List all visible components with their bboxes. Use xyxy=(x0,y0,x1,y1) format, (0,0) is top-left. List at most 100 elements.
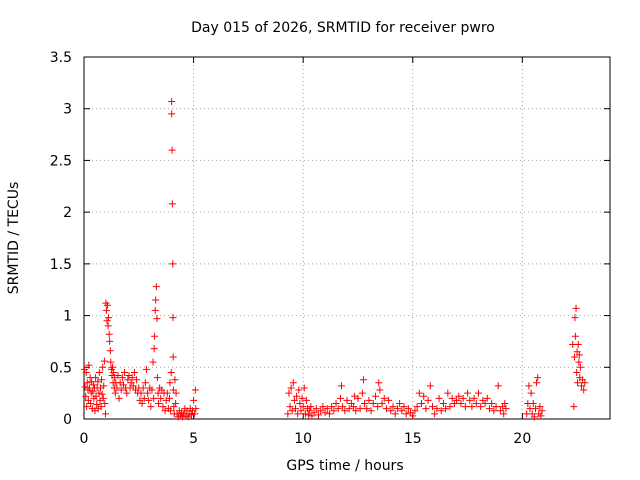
data-point xyxy=(191,410,199,418)
data-point xyxy=(286,403,294,411)
data-point xyxy=(461,403,469,411)
data-point xyxy=(470,394,478,402)
data-point xyxy=(496,407,504,415)
data-point xyxy=(128,374,136,382)
data-point xyxy=(99,363,107,371)
data-point xyxy=(121,368,129,376)
y-tick-label: 0.5 xyxy=(50,360,72,376)
data-point xyxy=(297,407,305,415)
y-tick-label: 0 xyxy=(63,412,72,428)
data-point xyxy=(167,407,175,415)
data-point xyxy=(459,394,467,402)
data-point xyxy=(130,368,138,376)
data-point xyxy=(94,378,102,386)
data-point xyxy=(190,396,198,404)
data-point xyxy=(374,403,382,411)
x-tick-label: 0 xyxy=(80,431,89,447)
data-point xyxy=(481,399,489,407)
data-point xyxy=(323,405,331,413)
data-point xyxy=(108,363,116,371)
data-point xyxy=(124,376,132,384)
data-point xyxy=(573,368,581,376)
data-point xyxy=(87,399,95,407)
data-point xyxy=(448,394,456,402)
data-point xyxy=(330,407,338,415)
data-point xyxy=(289,379,297,387)
data-point xyxy=(133,376,141,384)
data-point xyxy=(574,341,582,349)
data-point xyxy=(485,405,493,413)
data-point xyxy=(81,383,89,391)
data-point xyxy=(385,396,393,404)
x-axis-label: GPS time / hours xyxy=(286,458,403,474)
data-point xyxy=(325,410,333,418)
data-point xyxy=(580,386,588,394)
data-point xyxy=(89,381,97,389)
data-point xyxy=(534,374,542,382)
data-point xyxy=(321,409,329,417)
data-point xyxy=(117,386,125,394)
data-point xyxy=(380,394,388,402)
data-point xyxy=(576,363,584,371)
data-point xyxy=(404,405,412,413)
data-point xyxy=(375,379,383,387)
data-point xyxy=(307,403,315,411)
data-point xyxy=(296,399,304,407)
data-point xyxy=(165,394,173,402)
data-point xyxy=(350,403,358,411)
data-point xyxy=(500,410,508,418)
data-point xyxy=(298,394,306,402)
data-point xyxy=(291,405,299,413)
data-point xyxy=(110,368,118,376)
data-point xyxy=(83,403,91,411)
data-point xyxy=(376,386,384,394)
data-point xyxy=(328,403,336,411)
data-point xyxy=(581,379,589,387)
data-point xyxy=(99,394,107,402)
data-point xyxy=(369,399,377,407)
data-point xyxy=(187,411,195,419)
data-point xyxy=(139,384,147,392)
data-points xyxy=(80,97,589,421)
data-point xyxy=(169,260,177,268)
data-point xyxy=(389,403,397,411)
data-point xyxy=(536,403,544,411)
data-point xyxy=(531,405,539,413)
data-point xyxy=(475,389,482,397)
data-point xyxy=(167,368,175,376)
data-point xyxy=(172,389,180,397)
data-point xyxy=(299,403,307,411)
data-point xyxy=(378,399,386,407)
data-point xyxy=(85,361,93,369)
data-point xyxy=(317,407,325,415)
data-point xyxy=(444,389,452,397)
data-point xyxy=(356,405,364,413)
data-point xyxy=(154,389,162,397)
data-point xyxy=(310,409,318,417)
data-point xyxy=(140,394,148,402)
data-point xyxy=(82,368,90,376)
data-point xyxy=(312,405,320,413)
data-point xyxy=(147,403,155,411)
data-point xyxy=(150,345,158,353)
data-point xyxy=(123,389,131,397)
data-point xyxy=(319,403,327,411)
x-tick-label: 20 xyxy=(513,431,531,447)
data-point xyxy=(155,399,163,407)
data-point xyxy=(83,379,91,387)
data-point xyxy=(145,396,153,404)
data-point xyxy=(92,374,100,382)
data-point xyxy=(105,314,113,322)
data-point xyxy=(301,410,309,418)
data-point xyxy=(477,403,485,411)
data-point xyxy=(169,314,177,322)
data-point xyxy=(100,382,108,390)
data-point xyxy=(306,407,314,415)
data-point xyxy=(315,411,323,419)
data-point xyxy=(345,405,353,413)
data-point xyxy=(339,403,347,411)
data-point xyxy=(159,403,167,411)
y-tick-label: 1 xyxy=(63,309,72,325)
data-point xyxy=(442,405,450,413)
data-point xyxy=(538,407,546,415)
